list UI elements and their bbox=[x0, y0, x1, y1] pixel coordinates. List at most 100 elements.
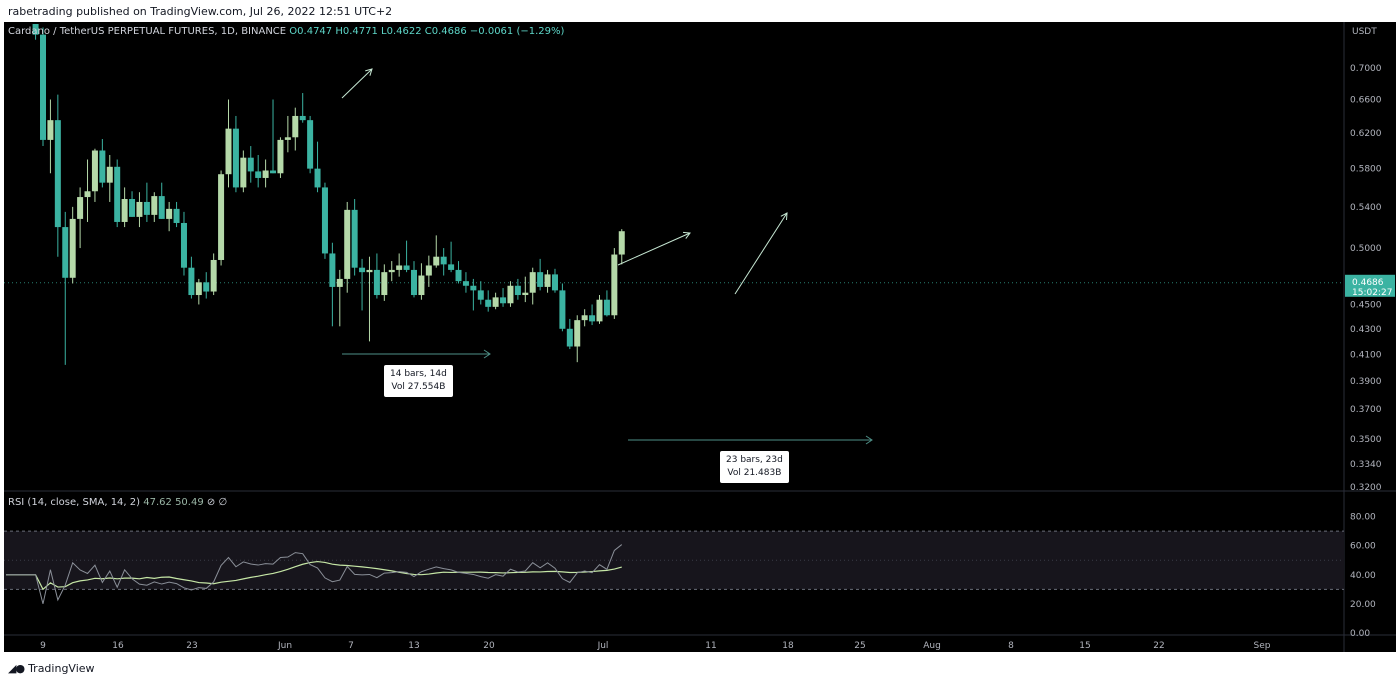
candle-up bbox=[195, 282, 202, 296]
candle-down bbox=[99, 150, 106, 183]
candle-down bbox=[114, 166, 121, 222]
measure-bars-2: 23 bars, 23d bbox=[726, 455, 783, 465]
candle-up bbox=[121, 199, 128, 222]
candle-down bbox=[62, 227, 69, 278]
eye-icon[interactable]: ⊘ bbox=[206, 497, 216, 508]
price-tick-label: 0.5000 bbox=[1350, 244, 1382, 254]
time-tick-label: Jul bbox=[597, 641, 609, 651]
candle-up bbox=[292, 115, 299, 138]
candle-up bbox=[136, 201, 143, 217]
candle-down bbox=[173, 208, 180, 223]
candle-down bbox=[411, 269, 417, 296]
candle-up bbox=[596, 299, 603, 322]
price-tick-label: 0.5800 bbox=[1350, 165, 1382, 175]
symbol-name: Cardano / TetherUS PERPETUAL FUTURES, 1D… bbox=[8, 26, 287, 37]
candle-down bbox=[203, 282, 210, 292]
time-tick-label: 23 bbox=[186, 641, 197, 651]
candle-down bbox=[403, 265, 410, 270]
footer-bar bbox=[0, 656, 1400, 682]
rsi-tick-label: 20.00 bbox=[1350, 600, 1376, 610]
candle-down bbox=[351, 209, 358, 268]
symbol-legend[interactable]: Cardano / TetherUS PERPETUAL FUTURES, 1D… bbox=[8, 26, 564, 37]
candle-up bbox=[381, 272, 388, 296]
price-tick-label: 0.4500 bbox=[1350, 300, 1382, 310]
candle-down bbox=[129, 199, 136, 217]
candle-down bbox=[188, 267, 195, 296]
candle-down bbox=[603, 299, 610, 316]
candle-down bbox=[485, 299, 492, 307]
candle-down bbox=[247, 157, 254, 172]
rsi-tick-label: 60.00 bbox=[1350, 542, 1376, 552]
brand-name: TradingView bbox=[28, 662, 95, 675]
remove-icon[interactable]: ∅ bbox=[218, 497, 228, 508]
trend-arrow-head bbox=[682, 231, 691, 239]
candle-up bbox=[388, 269, 395, 273]
candle-down bbox=[566, 328, 573, 347]
price-tick-label: 0.3700 bbox=[1350, 405, 1382, 415]
candle-down bbox=[589, 315, 596, 322]
candle-up bbox=[507, 285, 514, 304]
price-axis[interactable] bbox=[1344, 22, 1396, 652]
candle-up bbox=[433, 256, 440, 266]
publish-header: rabetrading published on TradingView.com… bbox=[0, 0, 1400, 22]
candle-down bbox=[32, 24, 39, 35]
time-tick-label: 25 bbox=[854, 641, 865, 651]
tradingview-logo[interactable]: ◢● TradingView bbox=[8, 662, 95, 675]
candle-down bbox=[232, 128, 239, 188]
time-tick-label: 11 bbox=[705, 641, 716, 651]
candle-down bbox=[559, 290, 566, 329]
candle-down bbox=[373, 269, 380, 296]
candle-up bbox=[77, 197, 84, 219]
candle-up bbox=[84, 191, 91, 198]
candle-down bbox=[180, 222, 187, 268]
published-by-text: rabetrading published on TradingView.com… bbox=[8, 5, 393, 18]
rsi-tick-label: 80.00 bbox=[1350, 513, 1376, 523]
candle-down bbox=[500, 297, 507, 304]
rsi-value: 47.62 bbox=[143, 497, 172, 508]
candle-up bbox=[151, 196, 158, 215]
measure-arrow-head bbox=[483, 349, 491, 359]
rsi-ma-value: 50.49 bbox=[175, 497, 204, 508]
measure-bars-1: 14 bars, 14d bbox=[390, 369, 447, 379]
ohlc-values: O0.4747 H0.4771 L0.4622 C0.4686 −0.0061 … bbox=[289, 26, 565, 37]
candle-down bbox=[255, 171, 262, 178]
candle-up bbox=[611, 254, 618, 316]
countdown-label: 15:02:27 bbox=[1352, 288, 1392, 298]
candle-up bbox=[574, 320, 581, 347]
measure-vol-1: Vol 27.554B bbox=[391, 382, 446, 392]
candle-down bbox=[455, 269, 462, 282]
trend-arrow-head bbox=[365, 68, 373, 76]
candle-up bbox=[418, 275, 425, 296]
price-tick-label: 0.4300 bbox=[1350, 325, 1382, 335]
candle-up bbox=[225, 128, 232, 175]
time-tick-label: 8 bbox=[1008, 641, 1014, 651]
time-tick-label: Aug bbox=[923, 641, 941, 651]
time-tick-label: 22 bbox=[1153, 641, 1164, 651]
price-tick-label: 0.3900 bbox=[1350, 377, 1382, 387]
measure-label-1: 14 bars, 14d Vol 27.554B bbox=[384, 365, 453, 397]
candle-up bbox=[91, 150, 98, 192]
trend-arrow bbox=[734, 212, 788, 295]
rsi-tick-label: 0.00 bbox=[1350, 629, 1370, 639]
time-tick-label: 9 bbox=[40, 641, 46, 651]
candles-group bbox=[32, 24, 625, 365]
current-price-label: 0.4686 bbox=[1352, 278, 1384, 288]
candle-down bbox=[329, 253, 336, 287]
candle-up bbox=[344, 209, 351, 279]
candle-up bbox=[47, 120, 54, 140]
candle-down bbox=[158, 196, 165, 219]
time-tick-label: 15 bbox=[1079, 641, 1090, 651]
candle-down bbox=[299, 115, 306, 121]
price-tick-label: 0.6200 bbox=[1350, 129, 1382, 139]
candle-up bbox=[396, 265, 403, 270]
candle-up bbox=[69, 218, 76, 278]
measure-arrow-head bbox=[865, 435, 873, 445]
candle-down bbox=[448, 264, 455, 270]
time-tick-label: 16 bbox=[112, 641, 124, 651]
rsi-legend[interactable]: RSI (14, close, SMA, 14, 2) 47.62 50.49 … bbox=[8, 497, 227, 508]
candle-up bbox=[522, 292, 529, 296]
candle-up bbox=[262, 170, 269, 178]
price-tick-label: 0.7000 bbox=[1350, 64, 1382, 74]
time-tick-label: 13 bbox=[408, 641, 419, 651]
